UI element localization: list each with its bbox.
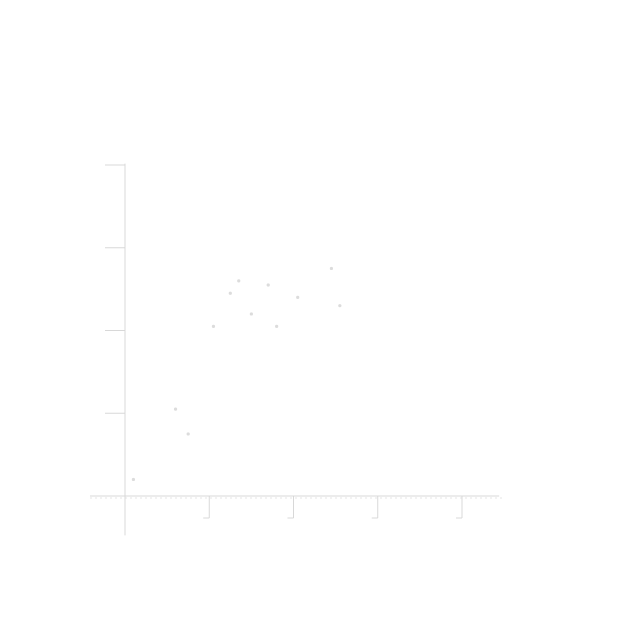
scatter-point (296, 295, 300, 299)
axes-layer (90, 163, 500, 536)
scatter-point (338, 304, 342, 308)
scatter-point (266, 283, 270, 287)
ticks-layer (105, 164, 463, 519)
scatter-point (173, 407, 178, 411)
scatter-point (237, 279, 241, 283)
scatter-point (131, 477, 136, 482)
scatter-point (228, 291, 232, 295)
scatter-point (249, 312, 253, 316)
scatter-point (186, 432, 190, 436)
scatter-point (211, 324, 216, 328)
scatter-point (329, 266, 334, 271)
scatter-point (275, 324, 279, 328)
points-layer (131, 266, 342, 482)
